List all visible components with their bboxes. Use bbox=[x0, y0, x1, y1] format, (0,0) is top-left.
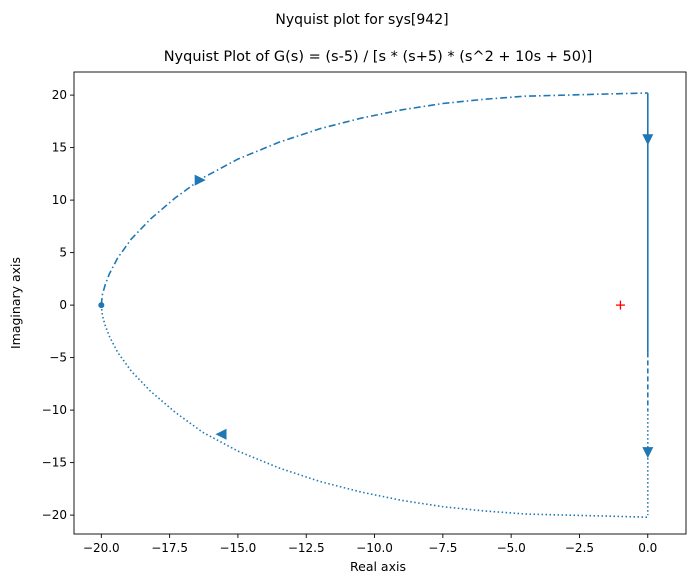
x-tick-label: −10.0 bbox=[356, 541, 393, 555]
x-tick-label: 0.0 bbox=[638, 541, 657, 555]
plot-area bbox=[98, 92, 654, 518]
x-axis-ticks: −20.0 −17.5 −15.0 −12.5 −10.0 −7.5 −5.0 −2.5 0.0 bbox=[83, 534, 657, 555]
y-tick-label: −15 bbox=[42, 456, 67, 470]
x-tick-label: −20.0 bbox=[83, 541, 120, 555]
direction-arrow-2 bbox=[642, 134, 654, 146]
y-axis-ticks: −20 −15 −10 −5 0 5 10 15 20 bbox=[42, 88, 74, 522]
nyquist-curve-segment-1 bbox=[100, 92, 648, 306]
x-axis-label: Real axis bbox=[350, 559, 406, 574]
x-tick-label: −15.0 bbox=[220, 541, 257, 555]
direction-arrow-4 bbox=[642, 447, 654, 459]
x-tick-label: −5.0 bbox=[497, 541, 526, 555]
y-tick-label: −5 bbox=[49, 351, 67, 365]
x-tick-label: −2.5 bbox=[565, 541, 594, 555]
start-point-marker bbox=[98, 302, 105, 309]
y-tick-label: −20 bbox=[42, 508, 67, 522]
x-tick-label: −7.5 bbox=[428, 541, 457, 555]
y-tick-label: 20 bbox=[52, 88, 67, 102]
y-tick-label: 5 bbox=[59, 246, 67, 260]
y-tick-label: 10 bbox=[52, 193, 67, 207]
y-axis-label: Imaginary axis bbox=[8, 257, 23, 349]
y-tick-label: 15 bbox=[52, 141, 67, 155]
y-tick-label: −10 bbox=[42, 403, 67, 417]
chart-title: Nyquist Plot of G(s) = (s-5) / [s * (s+5… bbox=[164, 49, 593, 65]
direction-arrow-3 bbox=[215, 428, 227, 440]
axes-frame bbox=[73, 71, 687, 535]
x-tick-label: −12.5 bbox=[288, 541, 325, 555]
direction-arrow-1 bbox=[194, 174, 206, 186]
y-tick-label: 0 bbox=[59, 298, 67, 312]
nyquist-curve-segment-2 bbox=[100, 305, 648, 518]
figure-suptitle: Nyquist plot for sys[942] bbox=[275, 12, 448, 28]
critical-point-marker bbox=[615, 300, 625, 310]
x-tick-label: −17.5 bbox=[151, 541, 188, 555]
